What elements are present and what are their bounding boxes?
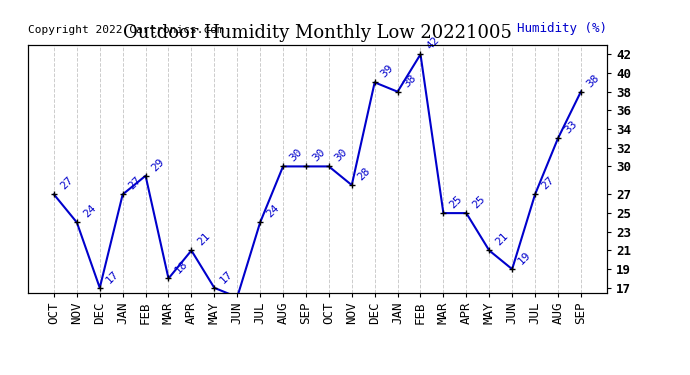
Text: 17: 17 [104, 268, 121, 285]
Text: 30: 30 [333, 147, 350, 164]
Text: 30: 30 [287, 147, 304, 164]
Text: Copyright 2022 Cartronics.com: Copyright 2022 Cartronics.com [28, 25, 224, 35]
Text: 17: 17 [219, 268, 235, 285]
Text: 27: 27 [127, 175, 144, 192]
Text: 38: 38 [585, 72, 602, 89]
Text: 28: 28 [356, 166, 373, 182]
Text: 42: 42 [424, 35, 442, 51]
Text: 25: 25 [471, 194, 487, 210]
Text: Humidity (%): Humidity (%) [518, 22, 607, 35]
Text: 21: 21 [195, 231, 213, 248]
Text: 39: 39 [379, 63, 395, 80]
Text: 27: 27 [58, 175, 75, 192]
Text: 18: 18 [172, 259, 189, 276]
Text: 33: 33 [562, 119, 579, 136]
Text: 30: 30 [310, 147, 327, 164]
Text: 27: 27 [539, 175, 556, 192]
Title: Outdoor Humidity Monthly Low 20221005: Outdoor Humidity Monthly Low 20221005 [123, 24, 512, 42]
Text: 16: 16 [0, 374, 1, 375]
Text: 24: 24 [81, 203, 98, 220]
Text: 25: 25 [448, 194, 464, 210]
Text: 29: 29 [150, 156, 166, 173]
Text: 24: 24 [264, 203, 281, 220]
Text: 21: 21 [493, 231, 510, 248]
Text: 38: 38 [402, 72, 418, 89]
Text: 19: 19 [516, 250, 533, 266]
